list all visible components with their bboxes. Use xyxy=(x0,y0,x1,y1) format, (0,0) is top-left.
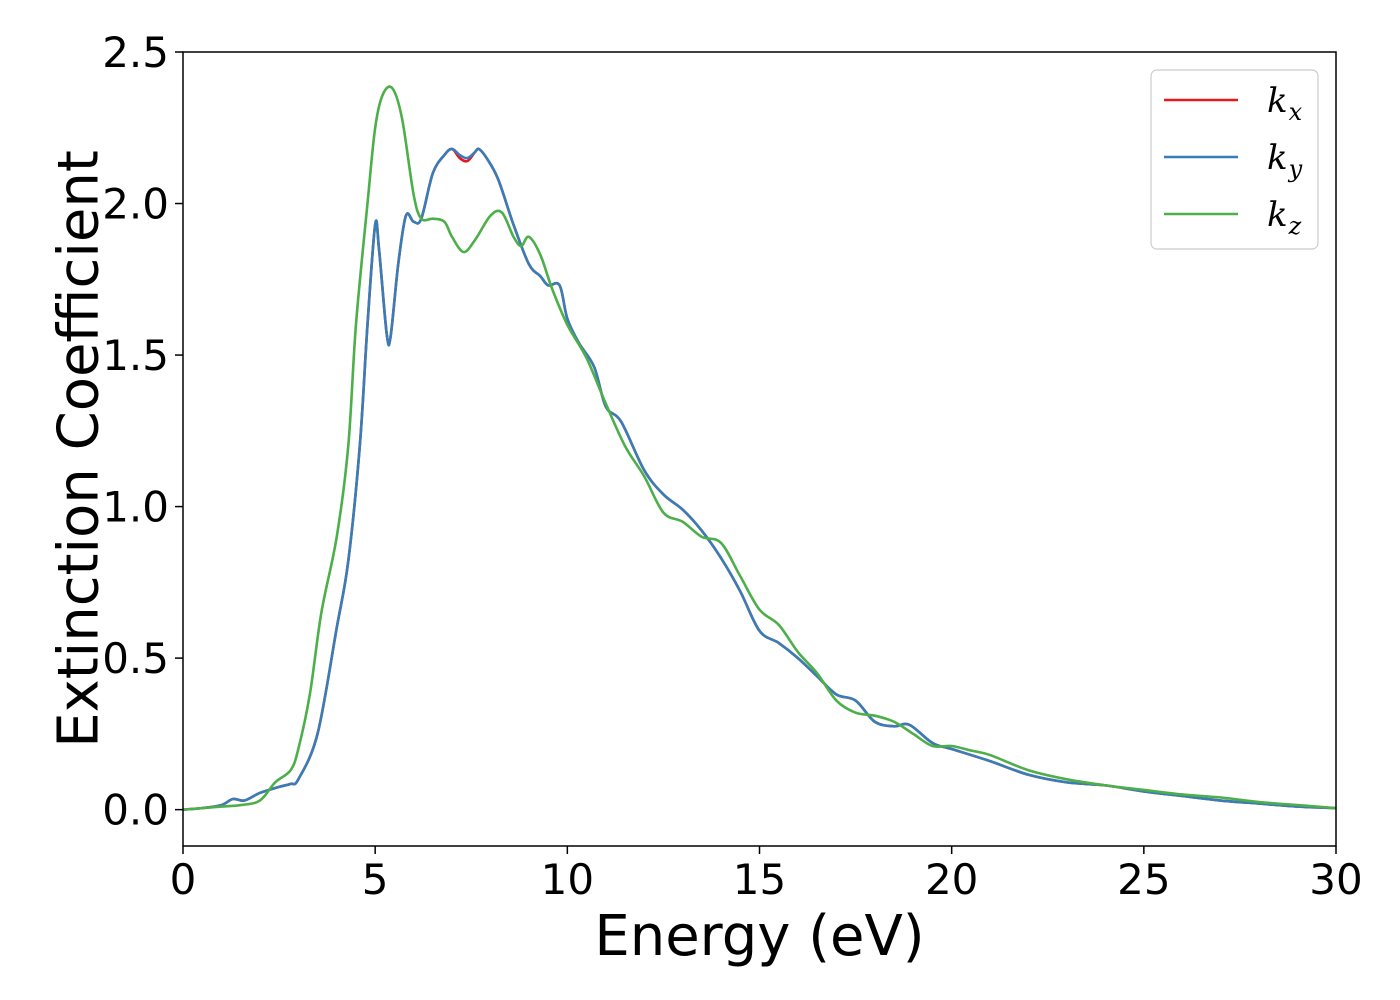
x-tick-label: 15 xyxy=(733,855,786,904)
y-tick-label: 2.5 xyxy=(102,28,169,77)
y-tick-label: 1.0 xyxy=(102,483,169,532)
y-tick-label: 0.0 xyxy=(102,786,169,835)
series-line-y xyxy=(182,147,1337,811)
x-tick-label: 25 xyxy=(1117,855,1170,904)
x-tick-label: 0 xyxy=(170,855,197,904)
plot-lines xyxy=(182,85,1337,811)
x-axis-ticks: 0 5 10 15 20 25 30 xyxy=(170,846,1363,904)
x-tick-label: 30 xyxy=(1309,855,1362,904)
y-axis-ticks: 0.0 0.5 1.0 1.5 2.0 2.5 xyxy=(102,28,183,835)
x-axis-title: Energy (eV) xyxy=(594,904,924,969)
y-tick-label: 1.5 xyxy=(102,331,169,380)
x-tick-label: 20 xyxy=(925,855,978,904)
x-tick-label: 10 xyxy=(541,855,594,904)
y-axis-title: Extinction Coefficient xyxy=(47,150,112,748)
legend-box xyxy=(1150,69,1319,250)
y-tick-label: 2.0 xyxy=(102,180,169,229)
series-line-z xyxy=(182,85,1337,811)
x-tick-label: 5 xyxy=(362,855,389,904)
y-tick-label: 0.5 xyxy=(102,634,169,683)
